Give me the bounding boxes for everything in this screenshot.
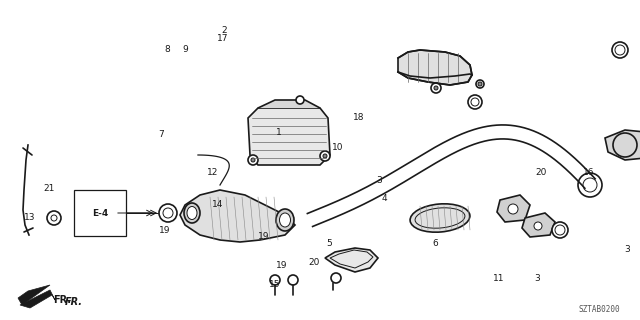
Text: 8: 8 [165, 45, 170, 54]
Circle shape [552, 222, 568, 238]
Polygon shape [20, 290, 55, 308]
Circle shape [434, 86, 438, 90]
Text: 17: 17 [217, 34, 228, 43]
Ellipse shape [187, 206, 197, 220]
Text: 10: 10 [332, 143, 344, 152]
Circle shape [296, 96, 304, 104]
Circle shape [615, 45, 625, 55]
Text: E-4: E-4 [92, 209, 108, 218]
Ellipse shape [276, 209, 294, 231]
Text: 5: 5 [327, 239, 332, 248]
Circle shape [583, 178, 597, 192]
Circle shape [476, 80, 484, 88]
Circle shape [163, 208, 173, 218]
Polygon shape [605, 130, 640, 160]
Circle shape [331, 273, 341, 283]
Text: 11: 11 [493, 274, 505, 283]
Circle shape [478, 82, 482, 86]
Text: FR.: FR. [53, 295, 71, 305]
Circle shape [51, 215, 57, 221]
Circle shape [47, 211, 61, 225]
Circle shape [248, 155, 258, 165]
Polygon shape [325, 248, 378, 272]
Text: 13: 13 [24, 213, 35, 222]
Text: 12: 12 [207, 168, 219, 177]
Text: 19: 19 [258, 232, 269, 241]
Ellipse shape [410, 204, 470, 232]
Polygon shape [18, 285, 50, 305]
Text: 4: 4 [381, 194, 387, 203]
Circle shape [578, 173, 602, 197]
Circle shape [270, 275, 280, 285]
Text: 18: 18 [353, 113, 364, 122]
Text: 9: 9 [183, 45, 188, 54]
Text: 20: 20 [535, 168, 547, 177]
Circle shape [534, 222, 542, 230]
Text: 3: 3 [625, 245, 630, 254]
Circle shape [288, 275, 298, 285]
Circle shape [471, 98, 479, 106]
Text: 3: 3 [535, 274, 540, 283]
Text: 20: 20 [308, 258, 319, 267]
Text: 7: 7 [159, 130, 164, 139]
Ellipse shape [280, 213, 291, 227]
Text: 3: 3 [376, 176, 381, 185]
Circle shape [431, 83, 441, 93]
Polygon shape [258, 100, 320, 108]
Ellipse shape [184, 203, 200, 223]
Circle shape [508, 204, 518, 214]
Text: 19: 19 [159, 226, 171, 235]
Text: E-4: E-4 [92, 209, 108, 218]
Circle shape [159, 204, 177, 222]
Text: 16: 16 [583, 168, 595, 177]
Circle shape [323, 154, 327, 158]
Circle shape [251, 158, 255, 162]
Text: 21: 21 [44, 184, 55, 193]
Polygon shape [248, 108, 330, 165]
Text: SZTAB0200: SZTAB0200 [579, 305, 620, 314]
Circle shape [468, 95, 482, 109]
Circle shape [612, 42, 628, 58]
Text: 2: 2 [221, 26, 227, 35]
Text: 1: 1 [276, 128, 281, 137]
Polygon shape [522, 213, 555, 237]
Circle shape [320, 151, 330, 161]
Text: 15: 15 [269, 280, 281, 289]
Polygon shape [497, 195, 530, 222]
Text: 6: 6 [433, 239, 438, 248]
Text: 19: 19 [276, 261, 287, 270]
Polygon shape [398, 50, 472, 85]
Polygon shape [180, 190, 295, 242]
Text: FR.: FR. [65, 297, 83, 307]
Circle shape [555, 225, 565, 235]
Text: 14: 14 [212, 200, 223, 209]
